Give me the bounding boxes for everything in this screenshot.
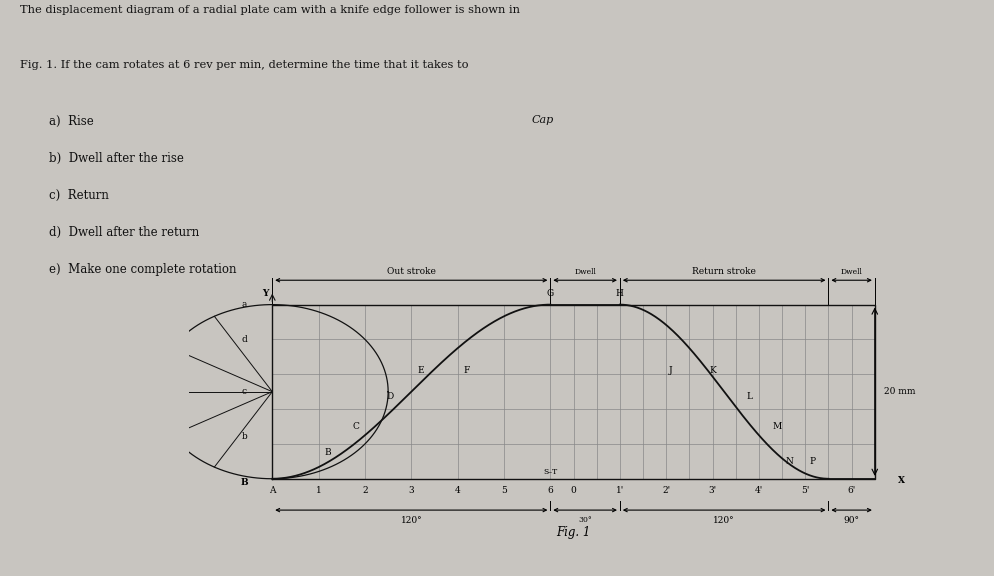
Text: 120°: 120° [401, 516, 422, 525]
Text: P: P [809, 457, 815, 466]
Text: c)  Return: c) Return [50, 189, 109, 202]
Text: L: L [746, 392, 752, 401]
Text: M: M [772, 422, 782, 431]
Text: Out stroke: Out stroke [387, 267, 435, 276]
Text: 3': 3' [709, 486, 717, 495]
Text: Cap: Cap [532, 115, 554, 125]
Text: The displacement diagram of a radial plate cam with a knife edge follower is sho: The displacement diagram of a radial pla… [20, 5, 520, 14]
Text: D: D [387, 392, 394, 401]
Text: 6: 6 [548, 486, 554, 495]
Text: E: E [417, 366, 423, 376]
Text: H: H [616, 289, 624, 298]
Text: Fig. 1. If the cam rotates at 6 rev per min, determine the time that it takes to: Fig. 1. If the cam rotates at 6 rev per … [20, 60, 468, 70]
Text: J: J [669, 366, 673, 376]
Text: 2': 2' [662, 486, 670, 495]
Text: b: b [242, 433, 248, 441]
Text: 3: 3 [409, 486, 414, 495]
Text: K: K [709, 366, 716, 376]
Text: 2: 2 [362, 486, 368, 495]
Text: 90°: 90° [844, 516, 860, 525]
Text: 1: 1 [316, 486, 321, 495]
Text: X: X [898, 476, 905, 485]
Text: e)  Make one complete rotation: e) Make one complete rotation [50, 263, 237, 276]
Text: Dwell: Dwell [841, 268, 863, 276]
Text: b)  Dwell after the rise: b) Dwell after the rise [50, 152, 184, 165]
Text: B: B [325, 448, 331, 457]
Text: S–T: S–T [544, 468, 558, 476]
Text: 20 mm: 20 mm [884, 387, 915, 396]
Text: a: a [242, 300, 248, 309]
Text: 120°: 120° [714, 516, 735, 525]
Text: 5': 5' [801, 486, 809, 495]
Text: F: F [464, 366, 470, 376]
Text: G: G [547, 289, 554, 298]
Text: c: c [242, 387, 248, 396]
Text: d)  Dwell after the return: d) Dwell after the return [50, 226, 200, 239]
Text: 4: 4 [455, 486, 460, 495]
Text: 0: 0 [571, 486, 577, 495]
Text: 6': 6' [848, 486, 856, 495]
Text: 4': 4' [754, 486, 763, 495]
Text: 1': 1' [615, 486, 624, 495]
Text: C: C [352, 422, 359, 431]
Text: Fig. 1: Fig. 1 [557, 526, 590, 539]
Text: Return stroke: Return stroke [692, 267, 756, 276]
Text: Dwell: Dwell [575, 268, 596, 276]
Text: a)  Rise: a) Rise [50, 115, 94, 128]
Text: N: N [785, 457, 793, 466]
Text: Y: Y [262, 289, 268, 298]
Text: d: d [242, 335, 248, 344]
Text: A: A [269, 486, 275, 495]
Text: B: B [241, 478, 248, 487]
Text: 5: 5 [501, 486, 507, 495]
Text: 30°: 30° [579, 516, 592, 524]
